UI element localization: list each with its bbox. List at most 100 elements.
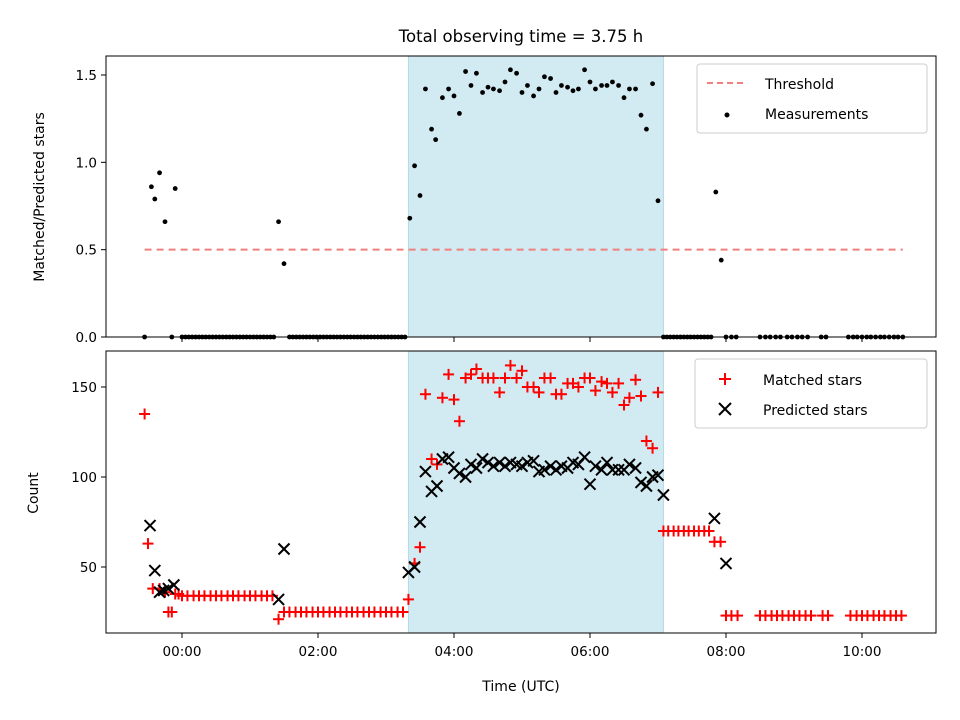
bottom-legend: Matched stars Predicted stars [694, 358, 928, 429]
measurement-point [638, 112, 644, 118]
matched-star-point [601, 377, 613, 389]
matched-star-point [572, 381, 584, 393]
matched-star-point [533, 386, 545, 398]
bottom-x-tick-label: 04:00 [435, 644, 474, 660]
measurement-point [536, 86, 542, 92]
predicted-star-point [589, 459, 602, 473]
measurement-point [276, 219, 281, 225]
measurement-point [463, 69, 468, 74]
measurement-point [621, 95, 627, 101]
predicted-star-point [544, 459, 557, 473]
matched-star-point [715, 536, 727, 548]
measurement-point [610, 79, 615, 85]
top-legend-box [696, 63, 928, 134]
measurement-point [417, 193, 423, 198]
predicted-star-point [442, 450, 455, 464]
measurement-point [627, 86, 632, 92]
bottom-shaded-span-rect [407, 350, 664, 634]
predicted-star-point [487, 459, 500, 473]
predicted-star-point [408, 560, 421, 574]
measurement-point [407, 215, 413, 221]
measurement-point [587, 79, 593, 85]
bottom-x-tick-label: 02:00 [299, 644, 338, 660]
legend-predicted-swatch [718, 402, 732, 416]
measurement-point [582, 67, 587, 73]
matched-star-point [623, 392, 635, 404]
matched-star-point [448, 394, 460, 406]
predicted-star-point [430, 479, 444, 493]
bottom-y-axis-label: Count [26, 472, 42, 514]
bottom-x-tick-label: 10:00 [843, 644, 882, 660]
predicted-star-point [600, 456, 614, 469]
top-y-tick-label: 1.5 [76, 68, 97, 84]
top-y-tick-label: 1.0 [76, 155, 97, 171]
matched-star-point [419, 388, 431, 400]
bottom-y-tick-label: 150 [71, 380, 97, 396]
top-axes-frame [105, 55, 937, 338]
measurement-point [514, 70, 519, 76]
matched-star-point [166, 606, 178, 618]
predicted-star-point [549, 463, 563, 477]
bottom-axes-frame [105, 350, 937, 634]
predicted-star-point [629, 461, 642, 475]
measurement-point [152, 196, 158, 202]
measurement-point [480, 90, 485, 95]
measurement-point [502, 79, 508, 85]
matched-star-point [499, 372, 511, 384]
measurement-point [650, 81, 655, 87]
predicted-star-point [162, 582, 175, 595]
bottom-x-axis: 00:00 02:00 04:00 06:00 08:00 10:00 [163, 633, 882, 660]
matched-star-point [635, 390, 647, 402]
predicted-star-point [143, 519, 157, 532]
matched-star-point [139, 408, 151, 420]
bottom-shaded-span [407, 350, 664, 634]
top-y-tick-label: 0.5 [76, 243, 97, 259]
matched-star-point [613, 377, 625, 389]
measurement-point [433, 137, 439, 143]
top-legend: Threshold Measurements [696, 63, 928, 134]
measurement-point [429, 126, 434, 132]
matched-star-point [596, 376, 608, 388]
matched-star-point [426, 453, 438, 465]
matched-star-point [414, 541, 426, 553]
measurement-point [599, 83, 604, 88]
matched-star-point [487, 372, 499, 384]
measurement-point [644, 126, 649, 132]
top-shaded-span-rect [407, 55, 664, 338]
measurement-point [412, 163, 417, 169]
predicted-star-point [651, 468, 665, 482]
matched-star-point [516, 365, 528, 377]
matched-star-point [606, 386, 618, 398]
predicted-star-point [464, 458, 478, 471]
predicted-star-point [583, 477, 597, 491]
predicted-star-point [498, 459, 512, 473]
predicted-star-point [527, 454, 540, 468]
predicted-star-point [612, 463, 625, 477]
matched-star-point [494, 386, 506, 398]
measurement-point [553, 90, 559, 95]
predicted-star-point [153, 585, 166, 599]
matched-star-point [470, 363, 482, 375]
matched-star-point [652, 386, 664, 398]
matched-star-point [504, 359, 516, 371]
top-panel: 0.0 0.5 1.0 1.5 Matched/Predicted stars Thr… [32, 55, 937, 346]
predicted-star-point [538, 463, 551, 477]
matched-star-point [397, 606, 409, 618]
matched-star-point [618, 399, 630, 411]
matched-star-point [895, 610, 907, 622]
top-shaded-span [407, 55, 664, 338]
measurement-point [542, 74, 547, 80]
measurement-point [593, 86, 598, 92]
measurement-point [457, 111, 462, 116]
bottom-x-tick-label: 00:00 [163, 644, 202, 660]
measurement-point [570, 88, 576, 94]
measurement-point [423, 86, 428, 92]
predicted-star-point [413, 515, 427, 529]
measurement-point [576, 86, 581, 92]
matched-star-point [142, 538, 154, 550]
matched-star-point [511, 372, 523, 384]
matched-star-point [630, 374, 642, 386]
predicted-star-point [493, 456, 506, 469]
matched-star-point [402, 593, 414, 605]
